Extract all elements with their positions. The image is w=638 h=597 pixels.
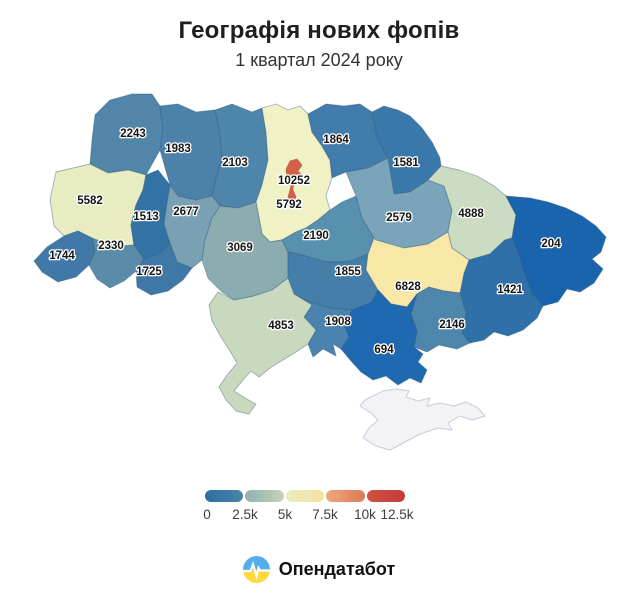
value-label-cherkasy: 2190 — [303, 230, 329, 242]
value-label-kharkiv: 4888 — [458, 208, 484, 220]
value-label-lviv: 5582 — [77, 195, 103, 207]
value-label-kyiv-city: 10252 — [278, 175, 310, 187]
value-label-kyiv-oblast: 5792 — [276, 199, 302, 211]
region-zakarpattia[interactable] — [33, 230, 96, 283]
opendatabot-logo-icon — [242, 556, 270, 583]
value-label-donetsk: 1421 — [497, 284, 523, 296]
value-label-kherson: 694 — [374, 344, 394, 356]
page-subtitle: 1 квартал 2024 року — [235, 50, 403, 70]
value-label-zakarpattia: 1744 — [49, 250, 75, 262]
legend-tick-12-5k: 12.5k — [380, 507, 414, 522]
value-label-chernivtsi: 1725 — [136, 266, 162, 278]
value-label-luhansk: 204 — [541, 238, 561, 250]
value-label-ivano-frankivsk: 2330 — [98, 240, 124, 252]
page-title: Географія нових фопів — [178, 17, 460, 44]
legend-segment-5 — [366, 490, 406, 502]
legend-tick-2-5k: 2.5k — [232, 507, 258, 522]
value-label-poltava: 2579 — [386, 212, 412, 224]
legend-tick-7-5k: 7.5k — [312, 507, 338, 522]
region-odesa[interactable] — [208, 277, 317, 415]
value-label-dnipropetrovsk: 6828 — [395, 281, 421, 293]
value-label-volyn: 2243 — [120, 128, 146, 140]
logo-pulse-line — [242, 561, 270, 581]
legend-tick-5k: 5k — [277, 507, 293, 522]
value-label-mykolaiv: 1908 — [325, 316, 351, 328]
legend-gradient-bar — [205, 490, 406, 502]
value-label-vinnytsia: 3069 — [227, 242, 253, 254]
region-crimea — [359, 388, 486, 451]
value-label-odesa: 4853 — [268, 320, 294, 332]
brand-name: Опендатабот — [278, 559, 396, 579]
value-label-kirovohrad: 1855 — [335, 266, 361, 278]
value-label-ternopil: 1513 — [133, 211, 159, 223]
brand-footer: Опендатабот — [0, 556, 638, 583]
legend-segment-2 — [245, 490, 284, 502]
value-label-zaporizhzhia: 2146 — [439, 319, 465, 331]
legend-segment-3 — [285, 490, 325, 502]
value-label-rivne: 1983 — [165, 143, 191, 155]
legend-tick-10k: 10k — [354, 507, 376, 522]
value-label-khmelnytskyi: 2677 — [173, 206, 199, 218]
region-zaporizhzhia[interactable] — [410, 286, 471, 353]
value-label-sumy: 1581 — [393, 157, 419, 169]
legend-segment-1 — [205, 490, 244, 502]
value-label-zhytomyr: 2103 — [222, 157, 248, 169]
region-chernivtsi[interactable] — [135, 242, 193, 296]
region-luhansk[interactable] — [505, 195, 607, 307]
value-label-chernihiv: 1864 — [323, 134, 349, 146]
legend-ticks: 0 2.5k 5k 7.5k 10k 12.5k — [203, 507, 413, 525]
logo-blue-half — [242, 556, 270, 570]
color-legend: 0 2.5k 5k 7.5k 10k 12.5k — [203, 490, 414, 525]
legend-segment-4 — [326, 490, 365, 502]
region-kyiv-city[interactable] — [285, 158, 304, 206]
legend-tick-0: 0 — [203, 507, 211, 522]
